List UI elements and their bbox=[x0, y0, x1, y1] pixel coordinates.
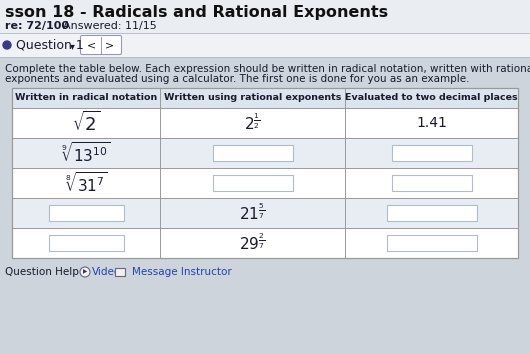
Text: Message Instructor: Message Instructor bbox=[132, 267, 232, 277]
FancyBboxPatch shape bbox=[81, 35, 121, 55]
Text: Answered: 11/15: Answered: 11/15 bbox=[63, 21, 157, 31]
Bar bbox=[386, 205, 476, 221]
Text: Question Help:: Question Help: bbox=[5, 267, 83, 277]
Text: <: < bbox=[87, 40, 96, 50]
Bar bbox=[12, 88, 518, 258]
Text: $21^{\frac{5}{7}}$: $21^{\frac{5}{7}}$ bbox=[240, 202, 266, 223]
Bar bbox=[213, 145, 293, 161]
Bar bbox=[392, 145, 472, 161]
Bar bbox=[49, 235, 123, 251]
Bar bbox=[12, 198, 518, 228]
Text: Written using rational exponents: Written using rational exponents bbox=[164, 93, 341, 103]
Text: 1.41: 1.41 bbox=[416, 116, 447, 130]
Bar bbox=[49, 205, 123, 221]
Text: exponents and evaluated using a calculator. The first one is done for you as an : exponents and evaluated using a calculat… bbox=[5, 74, 470, 84]
Bar bbox=[12, 88, 518, 258]
Bar bbox=[12, 138, 518, 168]
Bar bbox=[213, 175, 293, 191]
Text: ▶: ▶ bbox=[83, 269, 87, 274]
Text: Video: Video bbox=[92, 267, 121, 277]
Text: ▾: ▾ bbox=[69, 41, 74, 51]
Bar bbox=[0, 33, 530, 57]
Text: $\sqrt{2}$: $\sqrt{2}$ bbox=[72, 111, 100, 135]
Text: Written in radical notation: Written in radical notation bbox=[15, 93, 157, 103]
Bar bbox=[0, 38, 530, 354]
Circle shape bbox=[3, 41, 11, 49]
Bar bbox=[392, 175, 472, 191]
Text: $\sqrt[8]{31^{7}}$: $\sqrt[8]{31^{7}}$ bbox=[65, 171, 108, 195]
Bar bbox=[0, 0, 530, 38]
Text: re: 72/100: re: 72/100 bbox=[5, 21, 69, 31]
Text: $\sqrt[9]{13^{10}}$: $\sqrt[9]{13^{10}}$ bbox=[61, 141, 111, 165]
Text: $2^{\frac{1}{2}}$: $2^{\frac{1}{2}}$ bbox=[244, 113, 261, 133]
Bar bbox=[386, 235, 476, 251]
Text: Evaluated to two decimal places: Evaluated to two decimal places bbox=[345, 93, 518, 103]
Text: Complete the table below. Each expression should be written in radical notation,: Complete the table below. Each expressio… bbox=[5, 64, 530, 74]
Bar bbox=[12, 88, 518, 108]
Text: Question 1: Question 1 bbox=[16, 39, 84, 51]
Text: $29^{\frac{2}{7}}$: $29^{\frac{2}{7}}$ bbox=[240, 233, 266, 253]
Circle shape bbox=[80, 267, 90, 277]
Text: sson 18 - Radicals and Rational Exponents: sson 18 - Radicals and Rational Exponent… bbox=[5, 6, 388, 21]
Bar bbox=[115, 268, 125, 276]
Text: >: > bbox=[105, 40, 114, 50]
